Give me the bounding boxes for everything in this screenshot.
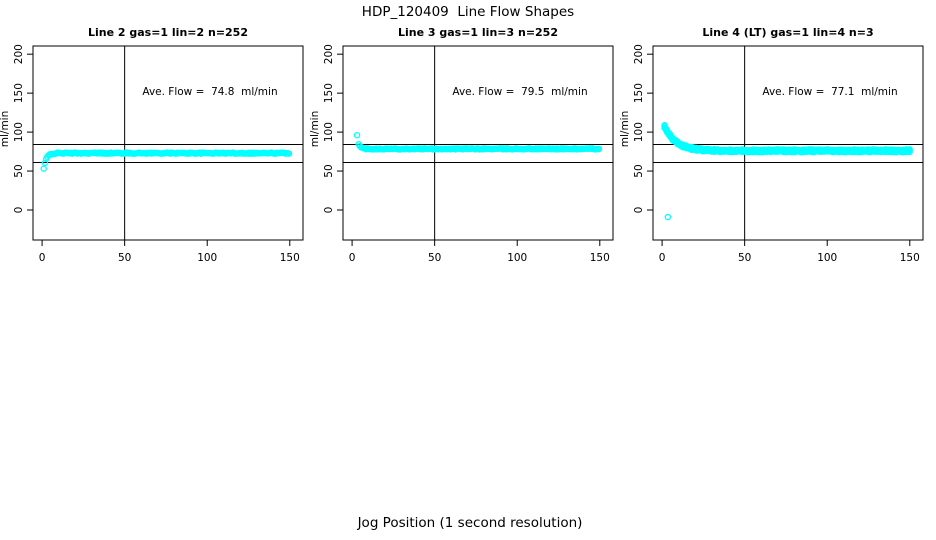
x-tick-label: 150	[280, 252, 300, 264]
data-points-group	[661, 122, 913, 221]
x-tick-label: 100	[817, 252, 837, 264]
y-tick-label: 100	[323, 122, 335, 142]
y-tick-label: 0	[633, 207, 645, 214]
y-tick-label: 200	[633, 44, 645, 64]
plot1-canvas: ml/min 0 50 100 150 0 50 100 150 200	[0, 44, 304, 264]
chart-main-title: HDP_120409 Line Flow Shapes	[361, 4, 575, 20]
y-tick-label: 100	[13, 122, 25, 142]
x-tick-label: 0	[349, 252, 356, 264]
chart-x-axis-title: Jog Position (1 second resolution)	[357, 515, 583, 531]
plot1-y-axis-label: ml/min	[0, 111, 11, 147]
plot2-canvas: ml/min 0 50 100 150 0 50 100 150 200	[310, 44, 614, 264]
axes-group	[337, 45, 614, 246]
axes-group	[647, 45, 924, 246]
x-tick-label: 0	[659, 252, 666, 264]
y-tick-label: 0	[13, 207, 25, 214]
plot2-y-axis-label: ml/min	[310, 111, 321, 147]
x-tick-label: 0	[39, 252, 46, 264]
x-tick-label: 50	[118, 252, 131, 264]
plot2-ave-flow-annotation: Ave. Flow = 79.5 ml/min	[452, 86, 588, 98]
y-tick-label: 50	[323, 164, 335, 177]
plot2-title: Line 3 gas=1 lin=3 n=252	[397, 26, 558, 39]
plot3-y-axis-label: ml/min	[620, 111, 631, 147]
x-tick-label: 50	[428, 252, 441, 264]
y-tick-label: 0	[323, 207, 335, 214]
plot3-title: Line 4 (LT) gas=1 lin=4 n=3	[702, 26, 874, 39]
y-tick-label: 150	[323, 83, 335, 103]
y-tick-label: 100	[633, 122, 645, 142]
y-tick-label: 150	[633, 83, 645, 103]
plot3-ave-flow-annotation: Ave. Flow = 77.1 ml/min	[762, 86, 898, 98]
data-points-group	[353, 131, 603, 153]
x-tick-label: 150	[590, 252, 610, 264]
outlier-point	[664, 213, 672, 221]
plot1-ave-flow-annotation: Ave. Flow = 74.8 ml/min	[142, 86, 278, 98]
data-points-group	[40, 149, 293, 172]
y-tick-label: 200	[323, 44, 335, 64]
y-tick-label: 50	[633, 164, 645, 177]
x-tick-label: 100	[197, 252, 217, 264]
y-tick-label: 50	[13, 164, 25, 177]
x-tick-label: 150	[900, 252, 920, 264]
axes-group	[27, 45, 304, 246]
x-tick-label: 50	[738, 252, 751, 264]
y-tick-label: 200	[13, 44, 25, 64]
x-tick-label: 100	[507, 252, 527, 264]
plot3-canvas: ml/min 0 50 100 150 0 50 100 150 200	[620, 44, 924, 264]
outlier-point	[353, 131, 361, 139]
y-tick-label: 150	[13, 83, 25, 103]
plot1-title: Line 2 gas=1 lin=2 n=252	[87, 26, 248, 39]
